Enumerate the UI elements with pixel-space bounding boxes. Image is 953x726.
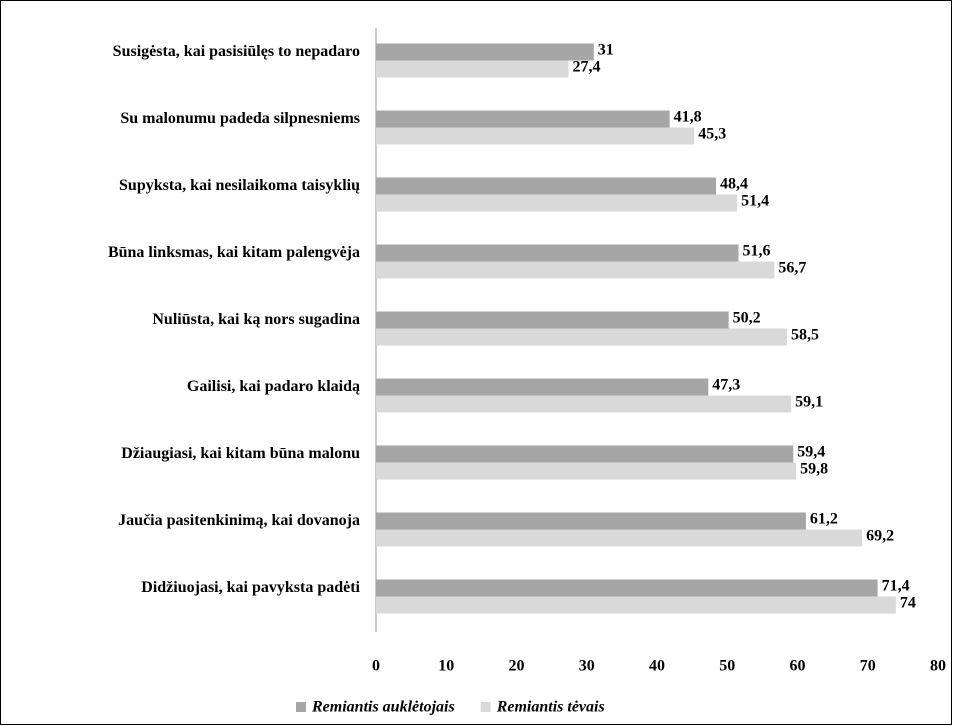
bar: [376, 177, 717, 195]
bar: [376, 110, 670, 128]
data-label: 56,7: [778, 260, 806, 277]
x-tick-label: 0: [372, 658, 380, 675]
legend-label: Remiantis auklėtojais: [311, 699, 455, 716]
bar: [376, 328, 787, 346]
y-tick-label: Su malonumu padeda silpnesniems: [120, 110, 360, 127]
data-label: 59,1: [795, 394, 823, 411]
legend-swatch: [296, 702, 306, 712]
bar: [376, 596, 896, 614]
data-label: 61,2: [810, 511, 838, 528]
x-tick-label: 30: [579, 658, 595, 675]
bar: [376, 529, 863, 547]
y-tick-label: Didžiuojasi, kai pavyksta padėti: [141, 579, 360, 596]
data-label: 31: [598, 42, 614, 59]
data-label: 59,8: [800, 461, 828, 478]
bar: [376, 127, 695, 145]
y-tick-label: Gailisi, kai padaro klaidą: [187, 378, 360, 395]
data-label: 50,2: [733, 310, 761, 327]
data-label: 71,4: [882, 578, 910, 595]
data-label: 41,8: [674, 109, 702, 126]
bar: [376, 194, 738, 212]
data-label: 58,5: [791, 327, 819, 344]
x-tick-label: 60: [790, 658, 806, 675]
y-tick-label: Supyksta, kai nesilaikoma taisyklių: [119, 177, 360, 194]
data-label: 48,4: [720, 176, 748, 193]
x-tick-label: 40: [649, 658, 665, 675]
x-tick-label: 10: [438, 658, 454, 675]
bar: [376, 244, 739, 262]
x-tick-label: 70: [860, 658, 876, 675]
data-label: 47,3: [712, 377, 740, 394]
bar: [376, 579, 878, 597]
data-label: 27,4: [572, 59, 600, 76]
data-label: 74: [900, 595, 916, 612]
bar: [376, 512, 806, 530]
data-label: 51,6: [742, 243, 770, 260]
y-tick-label: Susigėsta, kai pasisiūlęs to nepadaro: [113, 43, 360, 60]
legend-swatch: [480, 702, 491, 712]
y-tick-label: Nuliūsta, kai ką nors sugadina: [152, 311, 360, 328]
data-label: 51,4: [741, 193, 769, 210]
data-label: 59,4: [797, 444, 825, 461]
bar: [376, 311, 729, 329]
legend-label: Remiantis tėvais: [496, 699, 605, 716]
bar: [376, 395, 792, 413]
bar: [376, 60, 569, 78]
x-tick-label: 50: [719, 658, 735, 675]
bar: [376, 445, 794, 463]
bar: [376, 261, 775, 279]
data-label: 69,2: [866, 528, 894, 545]
y-tick-label: Jaučia pasitenkinimą, kai dovanoja: [118, 512, 360, 529]
y-tick-label: Būna linksmas, kai kitam palengvėja: [108, 244, 360, 261]
y-tick-label: Džiaugiasi, kai kitam būna malonu: [121, 445, 360, 462]
x-tick-label: 20: [509, 658, 525, 675]
bar: [376, 43, 594, 61]
bar: [376, 462, 797, 480]
bar: [376, 378, 709, 396]
data-label: 45,3: [698, 126, 726, 143]
x-tick-label: 80: [930, 658, 946, 675]
